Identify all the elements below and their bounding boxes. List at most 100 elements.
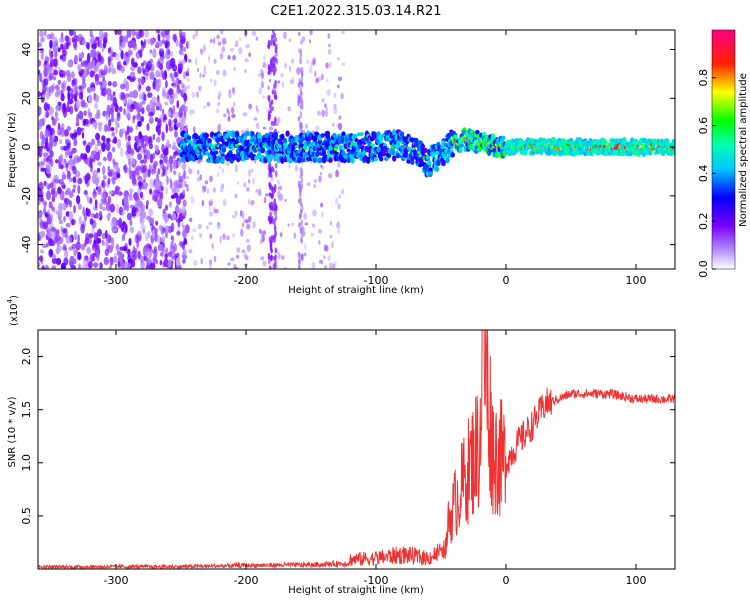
heatmap-cell [236, 181, 240, 185]
heatmap-cell [268, 40, 271, 48]
heatmap-cell [335, 144, 339, 148]
heatmap-cell [152, 48, 157, 58]
heatmap-cell [262, 260, 267, 267]
heatmap-cell [299, 94, 303, 101]
heatmap-cell [310, 232, 314, 237]
heatmap-cell [341, 147, 346, 151]
heatmap-cell [86, 246, 91, 255]
heatmap-cell [260, 72, 265, 80]
heatmap-cell [105, 110, 109, 116]
heatmap-cell [92, 174, 97, 185]
heatmap-cell [232, 233, 235, 238]
heatmap-cell [51, 195, 56, 203]
heatmap-cell [69, 150, 74, 156]
heatmap-cell [253, 117, 258, 121]
heatmap-cell [154, 79, 157, 84]
y-tick-label: 20 [20, 91, 33, 105]
heatmap-cell [175, 38, 179, 47]
heatmap-cell [274, 95, 277, 100]
heatmap-cell [97, 161, 102, 166]
heatmap-cell [118, 106, 123, 112]
heatmap-cell [211, 242, 214, 250]
heatmap-cell [173, 243, 177, 252]
heatmap-cell [53, 76, 57, 81]
heatmap-cell [111, 146, 116, 153]
heatmap-cell [91, 225, 94, 234]
heatmap-cell [85, 42, 90, 50]
heatmap-cell [159, 251, 164, 257]
heatmap-cell [320, 164, 323, 168]
heatmap-cell [140, 224, 146, 231]
heatmap-cell [268, 154, 273, 159]
heatmap-cell [315, 125, 320, 131]
heatmap-cell [47, 229, 53, 238]
heatmap-cell [147, 168, 151, 178]
colorbar-label: Normalized spectral amplitude [738, 73, 749, 227]
heatmap-cell [44, 264, 49, 269]
heatmap-cell [42, 244, 47, 248]
heatmap-cell [154, 179, 160, 190]
heatmap-cell [309, 30, 313, 36]
heatmap-cell [74, 170, 81, 178]
heatmap-cell [62, 232, 66, 238]
heatmap-cell [129, 226, 135, 234]
heatmap-cell [100, 91, 106, 97]
heatmap-cell [520, 140, 526, 145]
heatmap-cell [162, 91, 168, 99]
heatmap-cell [164, 41, 170, 49]
heatmap-cell [186, 67, 190, 74]
heatmap-cell [110, 117, 115, 123]
heatmap-cell [273, 84, 276, 89]
heatmap-cell [333, 107, 338, 115]
heatmap-cell [267, 149, 272, 155]
heatmap-cell [69, 30, 74, 37]
heatmap-cell [123, 108, 126, 116]
heatmap-cell [149, 71, 155, 81]
heatmap-cell [269, 166, 273, 171]
heatmap-cell [68, 190, 74, 198]
heatmap-cell [61, 49, 68, 56]
heatmap-cell [129, 219, 133, 227]
heatmap-cell [267, 94, 271, 103]
heatmap-cell [39, 47, 45, 53]
heatmap-cell [143, 135, 149, 142]
heatmap-cell [55, 234, 61, 242]
heatmap-cell [134, 196, 140, 202]
heatmap-cell [299, 197, 302, 205]
heatmap-cell [263, 156, 268, 164]
heatmap-cell [255, 36, 258, 41]
heatmap-cell [271, 191, 275, 197]
heatmap-cell [327, 33, 331, 39]
heatmap-cell [127, 144, 132, 155]
heatmap-cell [155, 41, 160, 48]
heatmap-cell [191, 91, 196, 99]
heatmap-cell [80, 99, 86, 108]
heatmap-cell [276, 179, 281, 186]
heatmap-cell [417, 150, 421, 155]
snr-panel: -300 -200 -100 0 100 0.5 1.0 1.5 2.0 Height of … [6, 295, 676, 596]
heatmap-cell [151, 38, 155, 45]
heatmap-cell [146, 60, 152, 71]
heatmap-cell [176, 86, 181, 95]
heatmap-cell [197, 177, 201, 182]
heatmap-cell [146, 257, 152, 264]
heatmap-cell [124, 35, 129, 43]
heatmap-cell [236, 254, 240, 259]
heatmap-cell [135, 135, 140, 141]
heatmap-cell [255, 105, 258, 111]
heatmap-cell [299, 166, 303, 172]
heatmap-cell [41, 36, 46, 43]
heatmap-cell [62, 243, 67, 251]
heatmap-cell [61, 174, 67, 180]
heatmap-cell [255, 189, 258, 193]
heatmap-cell [272, 234, 276, 240]
heatmap-cell [93, 262, 99, 268]
heatmap-cell [109, 168, 115, 177]
heatmap-cell [109, 256, 114, 266]
heatmap-cell [186, 77, 191, 82]
heatmap-cell [91, 138, 95, 146]
heatmap-cell [221, 37, 227, 45]
heatmap-cell [246, 244, 251, 252]
heatmap-cell [165, 247, 168, 253]
heatmap-cell [301, 253, 304, 262]
